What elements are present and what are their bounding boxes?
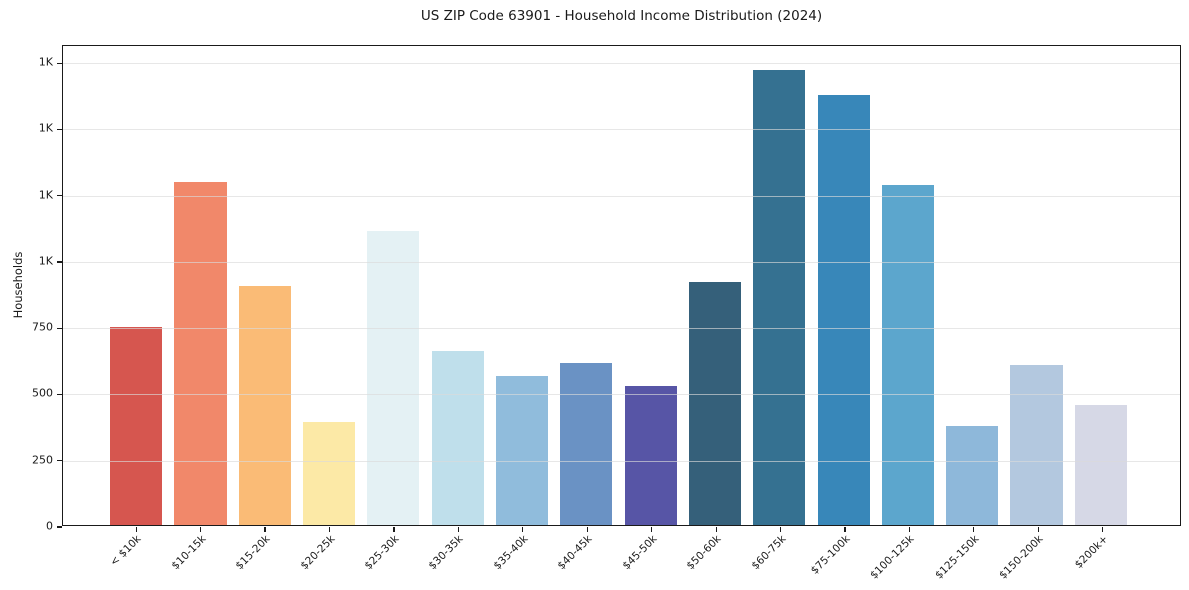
- y-tick-label: 1K: [38, 254, 53, 268]
- x-tick-mark: [1037, 526, 1039, 532]
- x-tick-mark: [264, 526, 266, 532]
- bar-60-75k: [753, 69, 806, 525]
- y-tick-mark: [56, 460, 62, 462]
- x-tick-mark: [328, 526, 331, 532]
- x-tick-mark: [393, 526, 395, 532]
- bar-35-40k: [495, 375, 549, 525]
- bar-20-25k: [303, 422, 356, 525]
- bar-slot: [361, 46, 425, 525]
- x-axis-tick-labels: < $10k $10-15k $15-20k $20-25k $25-30k $30-35…: [62, 533, 1181, 589]
- y-axis-tick-labels: 0 250 500 750 1K 1K 1K 1K: [0, 45, 53, 533]
- x-tick-mark: [200, 526, 202, 532]
- chart-title: US ZIP Code 63901 - Household Income Dis…: [420, 8, 823, 24]
- x-tick-mark: [135, 526, 137, 532]
- y-tick-mark: [56, 62, 62, 64]
- bar-slot: [554, 46, 618, 525]
- bar-125-150k: [946, 426, 999, 525]
- x-tick-mark: [586, 526, 588, 532]
- x-tick-mark: [779, 526, 782, 532]
- plot-area: [56, 45, 1181, 532]
- y-tick-label: 250: [32, 453, 53, 467]
- bar-50-60k: [688, 282, 741, 525]
- bar-45-50k: [624, 386, 677, 525]
- bar-75-100k: [817, 94, 870, 525]
- y-tick-mark: [56, 195, 62, 197]
- x-tick-label: < $10k: [108, 533, 144, 569]
- bar-slot: [1004, 46, 1068, 525]
- x-tick-mark: [1102, 526, 1104, 532]
- bar-15-20k: [238, 286, 291, 525]
- bar-40-45k: [560, 362, 613, 525]
- y-tick-label: 1K: [38, 55, 53, 69]
- bar-200k: [1074, 404, 1127, 525]
- bar-slot: [297, 46, 361, 525]
- bar-slot: [490, 46, 554, 525]
- y-tick-mark: [56, 128, 62, 131]
- x-tick-mark: [715, 526, 717, 532]
- bar-slot: [876, 46, 940, 525]
- bar-10-15k: [174, 181, 227, 525]
- y-tick-label: 0: [46, 519, 53, 533]
- x-tick-mark: [908, 526, 911, 532]
- bar-slot: [747, 46, 811, 525]
- bar-slot: [104, 46, 168, 525]
- bar-10k: [110, 327, 163, 525]
- bar-slot: [233, 46, 297, 525]
- x-tick-mark: [973, 526, 975, 532]
- x-tick-mark: [651, 526, 653, 532]
- bar-100-125k: [881, 184, 934, 525]
- bar-slot: [426, 46, 490, 525]
- bar-30-35k: [431, 350, 484, 525]
- y-tick-mark: [56, 261, 62, 263]
- bar-slot: [1069, 46, 1133, 525]
- y-tick-mark: [56, 393, 62, 396]
- bar-slot: [683, 46, 747, 525]
- x-tick-mark: [522, 526, 524, 532]
- bars-layer: [63, 46, 1180, 525]
- bar-slot: [940, 46, 1004, 525]
- y-tick-label: 500: [32, 386, 53, 400]
- x-tick-mark: [457, 526, 459, 532]
- bar-25-30k: [367, 230, 420, 525]
- x-tick-mark: [844, 526, 846, 532]
- y-tick-label: 750: [32, 320, 53, 334]
- y-tick-label: 1K: [38, 188, 53, 202]
- bar-slot: [619, 46, 683, 525]
- y-tick-mark: [56, 526, 62, 528]
- y-tick-mark: [56, 327, 62, 329]
- bar-slot: [168, 46, 232, 525]
- bar-slot: [811, 46, 875, 525]
- bar-150-200k: [1010, 365, 1063, 525]
- y-tick-label: 1K: [38, 121, 53, 135]
